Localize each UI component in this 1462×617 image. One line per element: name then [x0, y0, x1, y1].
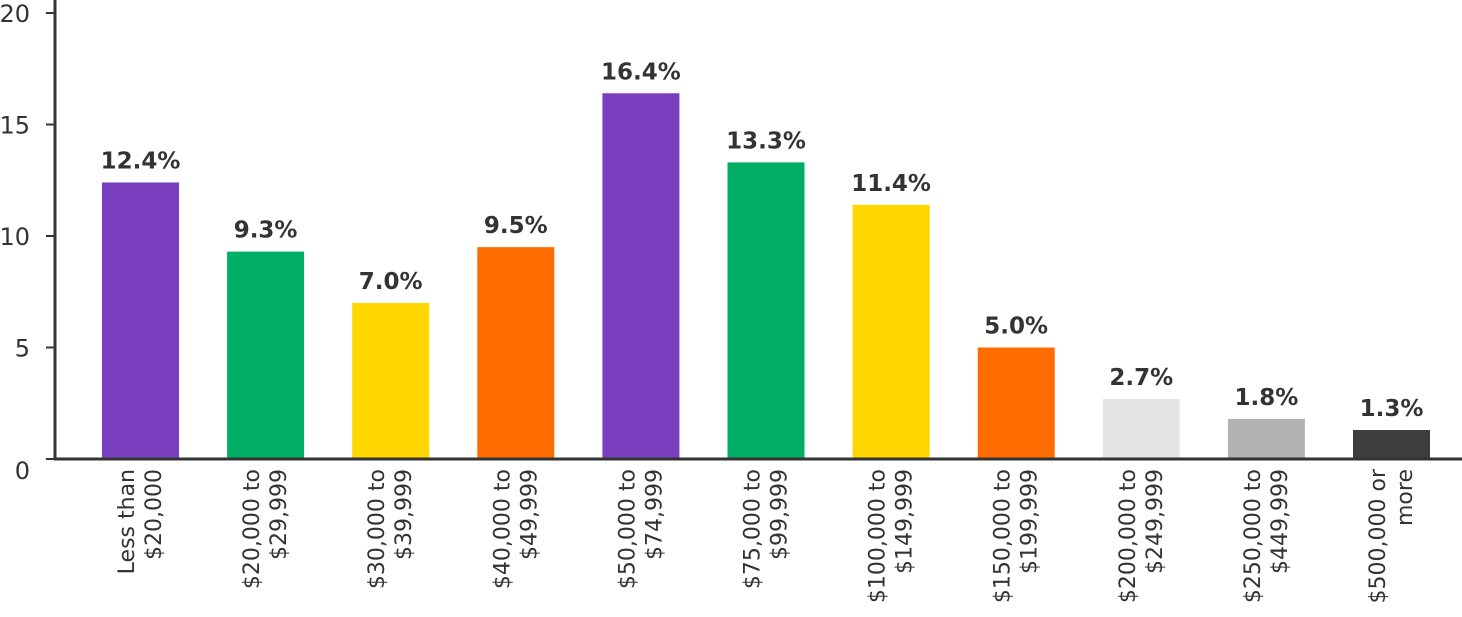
y-tick-label: 10: [0, 223, 30, 251]
x-tick-label-line: $249,999: [1143, 469, 1168, 574]
x-tick-label: Less than$20,000: [115, 469, 167, 574]
y-tick-label: 0: [15, 457, 30, 485]
x-tick-label-line: $74,999: [642, 469, 667, 560]
bar-value-label: 9.5%: [484, 213, 548, 239]
bar: [227, 251, 305, 459]
x-tick-label-line: $199,999: [1018, 469, 1043, 574]
bar: [1227, 418, 1305, 459]
x-tick-label-line: Less than: [115, 469, 140, 574]
bar-value-label: 7.0%: [359, 269, 423, 295]
x-tick-label-line: $100,000 to: [866, 469, 891, 603]
x-tick-label: $500,000 ormore: [1366, 468, 1418, 603]
y-tick-label: 15: [0, 112, 30, 140]
y-axis: 0 5 10 15 20: [0, 0, 55, 485]
bar-value-label: 11.4%: [851, 171, 931, 197]
bar: [352, 302, 430, 459]
x-tick-label-line: $449,999: [1268, 469, 1293, 574]
bar-value-label: 2.7%: [1109, 365, 1173, 391]
x-tick-label-line: $39,999: [392, 469, 417, 560]
y-tick-label: 20: [0, 0, 30, 28]
bars: [102, 93, 1430, 460]
bar: [977, 347, 1055, 459]
x-tick-label-line: $99,999: [768, 469, 793, 560]
x-tick-label-line: $29,999: [267, 469, 292, 560]
x-tick-label-line: $75,000 to: [741, 469, 766, 589]
bar: [1102, 398, 1180, 459]
value-labels: 12.4% 9.3% 7.0% 9.5% 16.4% 13.3% 11.4% 5.0% 2.7%…: [101, 59, 1424, 422]
bar-value-label: 5.0%: [984, 314, 1048, 340]
x-tick-label-line: $500,000 or: [1366, 468, 1391, 603]
bar-value-label: 9.3%: [234, 218, 298, 244]
y-tick-label: 5: [15, 335, 30, 363]
bar-value-label: 12.4%: [101, 148, 181, 174]
x-tick-label-line: $20,000 to: [240, 469, 265, 589]
bar-value-label: 16.4%: [601, 59, 681, 85]
x-tick-label-line: $250,000 to: [1241, 469, 1266, 603]
x-tick-label-line: $40,000 to: [490, 469, 515, 589]
x-tick-label-line: $200,000 to: [1116, 469, 1141, 603]
x-tick-label: $40,000 to$49,999: [490, 469, 542, 589]
x-tick-label-line: $49,999: [517, 469, 542, 560]
bar: [852, 204, 930, 459]
bar: [102, 182, 179, 460]
bar-value-label: 1.3%: [1360, 396, 1424, 422]
bar: [727, 162, 805, 459]
x-tick-label: $20,000 to$29,999: [240, 469, 292, 589]
x-tick-label-line: $20,000: [142, 469, 167, 560]
x-axis-labels: Less than$20,000 $20,000 to$29,999 $30,000…: [115, 468, 1418, 603]
x-tick-label-line: $50,000 to: [615, 469, 640, 589]
x-tick-label: $100,000 to$149,999: [866, 469, 918, 603]
x-tick-label-line: $30,000 to: [365, 469, 390, 589]
x-tick-label: $150,000 to$199,999: [991, 469, 1043, 603]
bar: [1353, 430, 1430, 459]
bar: [602, 93, 680, 459]
x-tick-label: $75,000 to$99,999: [741, 469, 793, 589]
x-tick-label: $250,000 to$449,999: [1241, 469, 1293, 603]
bar-value-label: 1.8%: [1235, 385, 1299, 411]
x-tick-label-line: $149,999: [893, 469, 918, 574]
x-tick-label: $30,000 to$39,999: [365, 469, 417, 589]
x-tick-label-line: more: [1393, 469, 1418, 526]
bar: [477, 247, 555, 459]
x-tick-label-line: $150,000 to: [991, 469, 1016, 603]
x-tick-label: $50,000 to$74,999: [615, 469, 667, 589]
x-tick-label: $200,000 to$249,999: [1116, 469, 1168, 603]
bar-value-label: 13.3%: [726, 128, 806, 154]
